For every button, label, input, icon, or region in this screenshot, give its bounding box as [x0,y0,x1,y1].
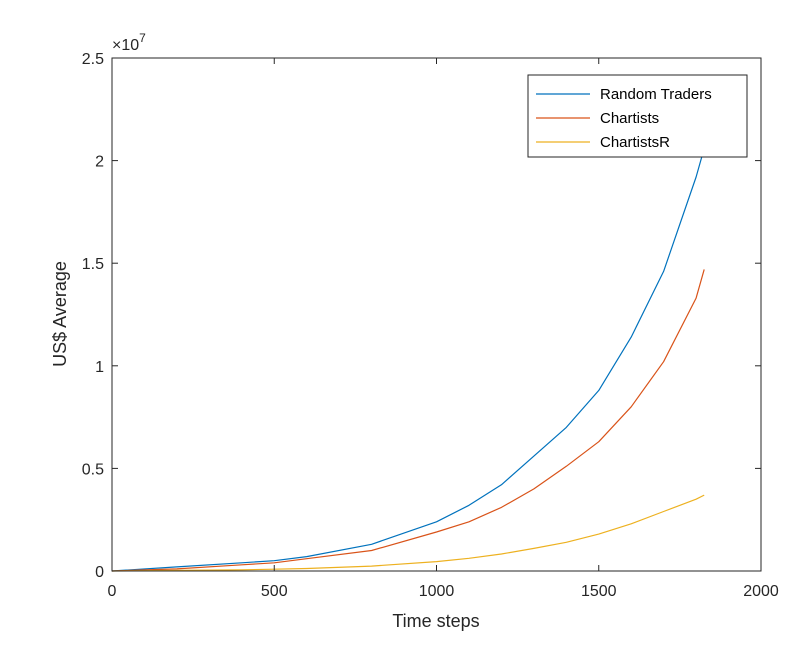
series-line-chartistsr [111,494,705,572]
y-tick-label: 1.5 [82,256,104,273]
x-tick-label: 0 [108,583,117,600]
y-axis-multiplier: ×107 [112,31,146,54]
y-tick-label: 0.5 [82,461,104,478]
x-tick-label: 1500 [581,583,617,600]
y-multiplier-base: ×10 [112,37,139,54]
x-tick-label: 1000 [419,583,455,600]
legend-label: ChartistsR [600,134,670,151]
y-tick-label: 1 [95,359,104,376]
legend-box [527,74,748,158]
x-axis-label: Time steps [392,611,479,631]
legend-label: Chartists [600,110,659,127]
y-axis-label: US$ Average [50,261,70,367]
x-tick-label: 2000 [743,583,779,600]
x-axis-ticks: 0 500 1000 1500 2000 [108,58,779,600]
y-axis-ticks: 0 0.5 1 1.5 2 2.5 [82,51,761,581]
y-tick-label: 2.5 [82,51,104,68]
y-tick-label: 0 [95,564,104,581]
legend-items: Random Traders Chartists ChartistsR [536,86,712,151]
x-tick-label: 500 [261,583,288,600]
y-multiplier-exponent: 7 [139,31,146,45]
legend: Random Traders Chartists ChartistsR [527,74,748,158]
series-line-random-traders [111,148,705,572]
y-tick-label: 2 [95,154,104,171]
series-line-chartists [111,269,705,572]
legend-label: Random Traders [600,86,712,103]
series-layer [111,148,705,572]
